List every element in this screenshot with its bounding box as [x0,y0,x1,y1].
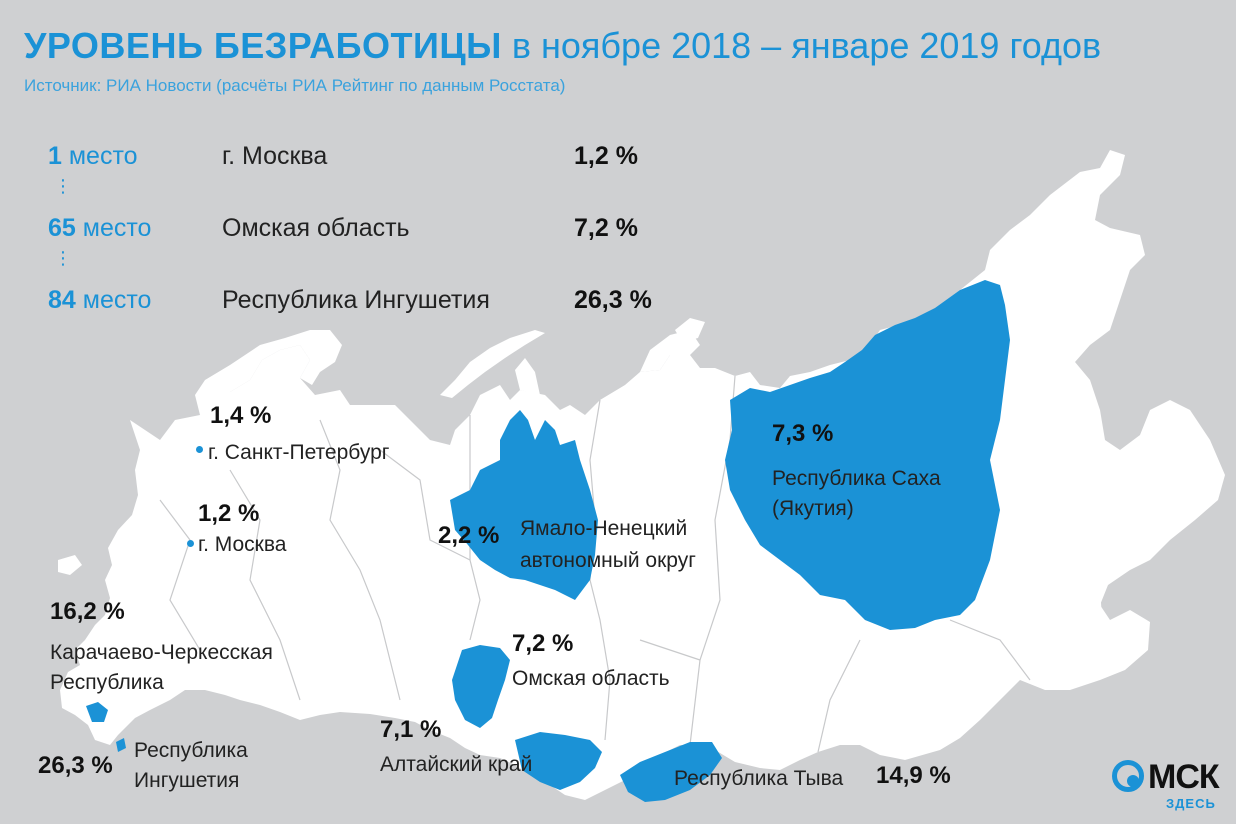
title-bold: УРОВЕНЬ БЕЗРАБОТИЦЫ [24,25,502,66]
yanao-value: 2,2 % [438,522,500,549]
region-karachay-cherkessia [86,702,108,722]
region-ingushetia [116,738,126,752]
region-yamalo-nenets [450,410,598,600]
logo-ring-icon [1112,760,1144,792]
region-altai-krai [515,732,602,790]
spb-marker [196,446,203,453]
yamal-peninsula [515,358,540,395]
logo-text: МСК [1148,758,1220,796]
tyva-name: Республика Тыва [674,767,844,790]
ingushetia-name-line1: Республика [134,739,248,762]
yanao-name-line1: Ямало-Ненецкий [520,517,688,540]
tyva-value: 14,9 % [876,762,951,789]
omsk-value: 7,2 % [512,630,574,657]
rank-separator: ⋮ [54,176,72,196]
rank-place: 84 место [48,286,152,314]
rank-place: 65 место [48,214,152,242]
rank-region: Республика Ингушетия [222,286,490,314]
logo-subtext: ЗДЕСЬ [1166,796,1216,811]
kchr-value: 16,2 % [50,598,125,625]
rank-region: Омская область [222,214,410,242]
rank-value: 7,2 % [574,214,638,242]
rank-value: 26,3 % [574,286,652,314]
msk-value: 1,2 % [198,500,260,527]
ingushetia-name-line2: Ингушетия [134,769,240,792]
source-note: Источник: РИА Новости (расчёты РИА Рейти… [24,76,566,95]
kchr-name-line2: Республика [50,671,164,694]
novaya-zemlya [440,330,545,398]
rank-value: 1,2 % [574,142,638,170]
sakhalin [1082,560,1102,650]
msk-name: г. Москва [198,533,287,556]
page-title: УРОВЕНЬ БЕЗРАБОТИЦЫ в ноябре 2018 – янва… [24,24,1101,68]
omsk-zdes-logo: МСК ЗДЕСЬ [1108,756,1228,816]
kola-region [195,330,342,415]
russia-mainland [60,150,1225,800]
sakha-name-line2: (Якутия) [772,497,854,520]
sakha-value: 7,3 % [772,420,834,447]
spb-value: 1,4 % [210,402,272,429]
ingushetia-value: 26,3 % [38,752,113,779]
region-sakha [725,280,1010,630]
region-tyva [620,742,722,802]
sakha-name-line1: Республика Саха [772,467,941,490]
rank-separator: ⋮ [54,248,72,268]
region-borders [159,375,1031,753]
rank-region: г. Москва [222,142,328,170]
spb-name: г. Санкт-Петербург [208,441,390,464]
kchr-name-line1: Карачаево-Черкесская [50,641,273,664]
yanao-name-line2: автономный округ [520,549,696,572]
altai-name: Алтайский край [380,753,533,776]
rank-place: 1 место [48,142,138,170]
region-omsk [452,645,510,728]
altai-value: 7,1 % [380,716,442,743]
severnaya-zemlya [675,318,705,342]
title-rest: в ноябре 2018 – январе 2019 годов [511,25,1102,66]
msk-marker [187,540,194,547]
omsk-name: Омская область [512,667,670,690]
kaliningrad [58,555,82,575]
